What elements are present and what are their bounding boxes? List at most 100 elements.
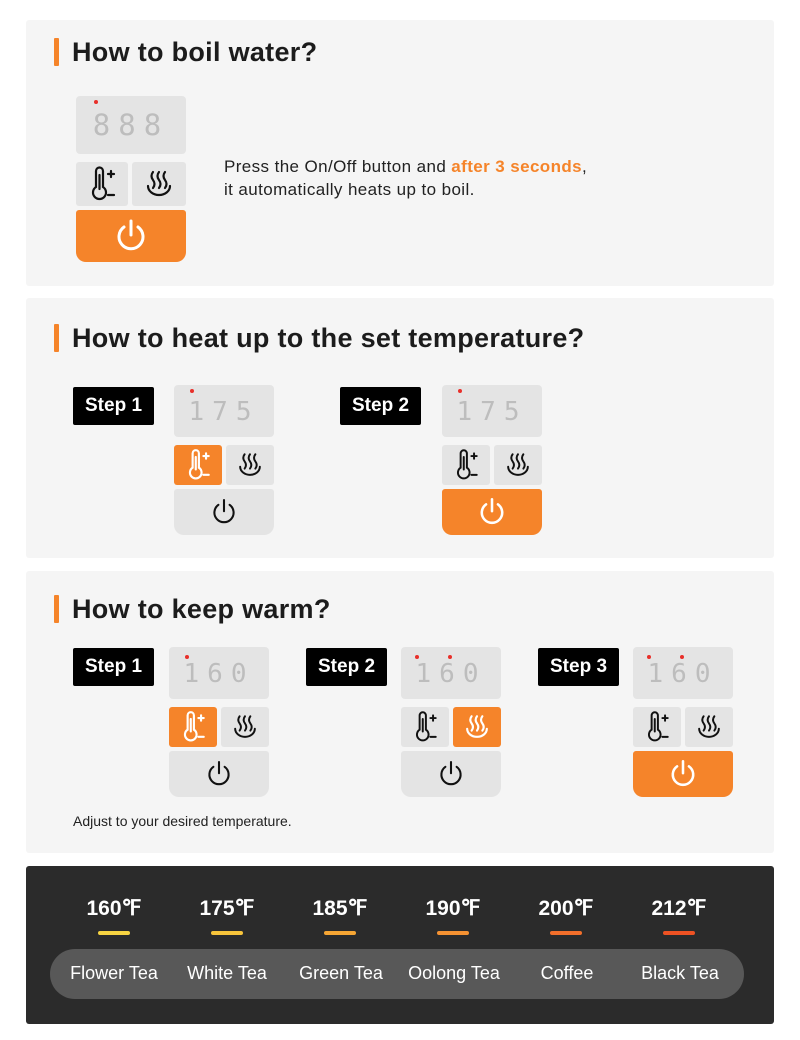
indicator-led — [185, 655, 189, 659]
temperature-button[interactable] — [633, 707, 681, 747]
tea-type-label: Oolong Tea — [408, 963, 500, 983]
temperature-button[interactable] — [174, 445, 222, 485]
instruction-text: Press the On/Off button and — [224, 157, 452, 176]
temperature-display: 160 — [169, 647, 269, 699]
tea-type-label: Green Tea — [299, 963, 383, 983]
heading-accent-bar — [54, 38, 59, 66]
steam-keep-warm-icon — [698, 715, 720, 738]
temperature-button[interactable] — [169, 707, 217, 747]
temperature-display: 175 — [442, 385, 542, 437]
steam-keep-warm-icon — [146, 170, 172, 197]
temp-value: 190℉ — [425, 897, 481, 920]
temperature-display: 160 — [633, 647, 733, 699]
steam-keep-warm-icon — [239, 453, 261, 476]
keep-warm-button[interactable] — [685, 707, 733, 747]
keep-warm-heading: How to keep warm? — [54, 593, 331, 625]
thermometer-plus-minus-icon — [415, 711, 437, 742]
temperature-button[interactable] — [401, 707, 449, 747]
keep-warm-led — [680, 655, 684, 659]
power-button[interactable] — [401, 751, 501, 797]
temp-value: 200℉ — [538, 897, 594, 920]
keep-warm-card: How to keep warm? Step 1 160 — [26, 571, 774, 853]
temp-color-bar — [211, 931, 243, 935]
heading-accent-bar — [54, 595, 59, 623]
keep-warm-button[interactable] — [494, 445, 542, 485]
temp-color-bar — [550, 931, 582, 935]
power-button[interactable] — [174, 489, 274, 535]
display-digits: 175 — [188, 397, 260, 427]
temp-color-bar — [663, 931, 695, 935]
temperature-button[interactable] — [76, 162, 128, 206]
step-2-badge: Step 2 — [306, 648, 388, 686]
set-temperature-card: How to heat up to the set temperature? S… — [26, 298, 774, 558]
keep-warm-button[interactable] — [132, 162, 186, 206]
tea-type-label: White Tea — [187, 963, 267, 983]
temperature-display: 888 — [76, 96, 186, 154]
tea-type-label: Flower Tea — [70, 963, 158, 983]
steam-keep-warm-icon — [466, 715, 488, 738]
step-3-badge: Step 3 — [538, 648, 620, 686]
temp-value: 175℉ — [199, 897, 255, 920]
display-digits: 160 — [647, 659, 719, 689]
temp-color-bar — [98, 931, 130, 935]
power-button[interactable] — [169, 751, 269, 797]
power-icon — [440, 760, 462, 786]
tea-type-label: Black Tea — [641, 963, 719, 983]
control-panel-step-2: 160 — [401, 647, 501, 797]
control-panel-step-2: 175 — [442, 385, 542, 535]
instruction-comma: , — [582, 157, 588, 176]
control-panel-step-3: 160 — [633, 647, 733, 797]
temp-value: 160℉ — [86, 897, 142, 920]
thermometer-plus-minus-icon — [456, 449, 478, 480]
keep-warm-button[interactable] — [453, 707, 501, 747]
power-icon — [213, 498, 235, 524]
display-digits: 175 — [456, 397, 528, 427]
keep-warm-button[interactable] — [226, 445, 274, 485]
temperature-display: 175 — [174, 385, 274, 437]
indicator-led — [458, 389, 462, 393]
power-icon — [117, 219, 145, 251]
thermometer-plus-minus-icon — [91, 166, 116, 201]
indicator-led — [94, 100, 98, 104]
temp-color-bar — [324, 931, 356, 935]
indicator-led — [190, 389, 194, 393]
steam-keep-warm-icon — [507, 453, 529, 476]
power-button[interactable] — [76, 210, 186, 262]
step-1-badge: Step 1 — [73, 387, 155, 425]
heading-accent-bar — [54, 324, 59, 352]
section-title: How to keep warm? — [72, 594, 331, 624]
temp-color-bar — [437, 931, 469, 935]
boil-water-heading: How to boil water? — [54, 36, 318, 68]
thermometer-plus-minus-icon — [647, 711, 669, 742]
thermometer-plus-minus-icon — [183, 711, 205, 742]
temperature-display: 160 — [401, 647, 501, 699]
temp-value: 185℉ — [312, 897, 368, 920]
control-panel-step-1: 175 — [174, 385, 274, 535]
control-panel-step-1: 160 — [169, 647, 269, 797]
step-2-badge: Step 2 — [340, 387, 422, 425]
temperature-button[interactable] — [442, 445, 490, 485]
keep-warm-led — [448, 655, 452, 659]
keep-warm-button[interactable] — [221, 707, 269, 747]
power-button[interactable] — [442, 489, 542, 535]
instruction-highlight: after 3 seconds — [451, 157, 583, 176]
display-digits: 888 — [92, 108, 170, 142]
boil-water-card: How to boil water? 888 P — [26, 20, 774, 286]
power-icon — [208, 760, 230, 786]
section-title: How to boil water? — [72, 37, 318, 67]
power-button[interactable] — [633, 751, 733, 797]
section-title: How to heat up to the set temperature? — [72, 323, 585, 353]
power-icon — [480, 497, 504, 525]
power-icon — [671, 759, 695, 787]
tea-type-bar — [50, 949, 744, 999]
instruction-text-line2: it automatically heats up to boil. — [224, 180, 475, 199]
step-1-badge: Step 1 — [73, 648, 155, 686]
set-temperature-heading: How to heat up to the set temperature? — [54, 322, 585, 354]
tea-type-label: Coffee — [540, 963, 594, 983]
temperature-guide: 160℉ 175℉ 185℉ 190℉ 200℉ 212℉ Flower Tea… — [26, 866, 774, 1024]
display-digits: 160 — [183, 659, 255, 689]
boil-instructions: Press the On/Off button and after 3 seco… — [224, 155, 587, 201]
temp-value: 212℉ — [651, 897, 707, 920]
indicator-led — [647, 655, 651, 659]
adjust-note: Adjust to your desired temperature. — [73, 813, 292, 829]
